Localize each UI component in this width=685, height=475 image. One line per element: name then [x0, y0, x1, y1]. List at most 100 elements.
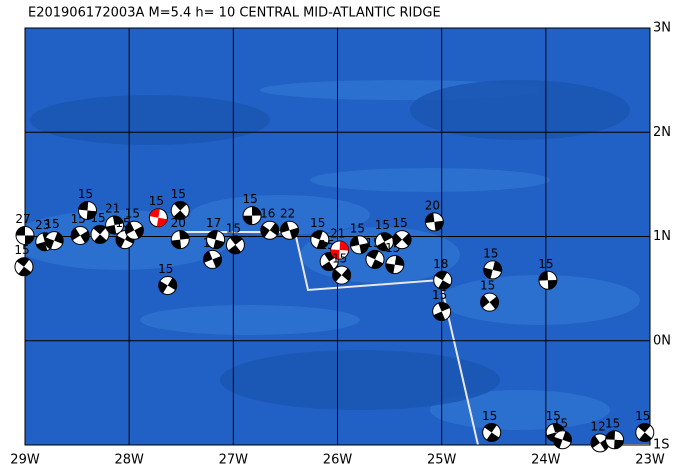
focal-mechanism — [124, 220, 144, 240]
compressional-quadrant — [547, 279, 557, 290]
focal-mechanism — [635, 422, 655, 442]
compressional-quadrant — [341, 268, 351, 281]
depth-label: 15 — [171, 187, 186, 201]
focal-mechanism — [332, 265, 352, 285]
focal-mechanism — [424, 212, 444, 232]
compressional-quadrant — [552, 423, 564, 433]
compressional-quadrant — [605, 430, 616, 440]
compressional-quadrant — [371, 259, 384, 269]
compressional-quadrant — [380, 232, 393, 242]
depth-label: 15 — [392, 216, 407, 230]
compressional-quadrant — [243, 215, 253, 225]
focal-mechanism — [148, 208, 168, 228]
x-tick-label: 25W — [427, 453, 457, 468]
compressional-quadrant — [637, 423, 651, 433]
depth-label: 15 — [158, 262, 173, 276]
compressional-quadrant — [538, 271, 548, 281]
compressional-quadrant — [366, 250, 379, 260]
x-tick-label: 27W — [219, 453, 249, 468]
compressional-quadrant — [260, 224, 270, 238]
compressional-quadrant — [480, 295, 490, 308]
compressional-quadrant — [93, 234, 107, 244]
focal-mechanism — [385, 255, 405, 275]
focal-mechanism — [225, 235, 245, 255]
depth-label: 15 — [149, 194, 164, 208]
depth-label: 22 — [280, 207, 295, 221]
compressional-quadrant — [45, 237, 55, 250]
focal-mechanism — [206, 230, 226, 250]
depth-label: 15 — [332, 252, 347, 266]
compressional-quadrant — [16, 226, 25, 236]
compressional-quadrant — [562, 431, 572, 443]
compressional-quadrant — [639, 432, 652, 442]
y-tick-label: 3N — [653, 21, 671, 36]
depth-label: 15 — [45, 217, 60, 231]
compressional-quadrant — [71, 227, 81, 241]
compressional-quadrant — [321, 261, 335, 271]
compressional-quadrant — [425, 212, 435, 224]
depth-label: 20 — [171, 216, 186, 230]
compressional-quadrant — [112, 216, 124, 226]
focal-mechanism — [203, 249, 222, 269]
focal-mechanism — [330, 240, 350, 260]
compressional-quadrant — [149, 208, 160, 218]
compressional-quadrant — [78, 201, 89, 211]
compressional-quadrant — [105, 225, 117, 235]
depth-label: 27 — [15, 212, 30, 226]
focal-mechanism — [482, 422, 502, 442]
focal-mechanism — [432, 302, 452, 322]
compressional-quadrant — [433, 311, 446, 321]
depth-label: 15 — [483, 246, 498, 260]
compressional-quadrant — [213, 239, 225, 249]
compressional-quadrant — [289, 227, 299, 239]
depth-label: 15 — [480, 279, 495, 293]
compressional-quadrant — [311, 230, 323, 240]
x-tick-label: 26W — [323, 453, 353, 468]
map-title: E201906172003A M=5.4 h= 10 CENTRAL MID-A… — [28, 6, 441, 21]
focal-mechanism — [15, 225, 35, 245]
compressional-quadrant — [316, 239, 329, 249]
depth-label: 15 — [432, 288, 447, 302]
compressional-quadrant — [167, 277, 177, 291]
compressional-quadrant — [158, 280, 168, 294]
compressional-quadrant — [212, 256, 222, 268]
focal-mechanism — [14, 257, 34, 277]
y-tick-label: 1S — [653, 438, 670, 453]
compressional-quadrant — [134, 226, 144, 239]
compressional-quadrant — [330, 249, 340, 260]
depth-label: 16 — [260, 207, 275, 221]
focal-mechanism — [538, 270, 558, 290]
compressional-quadrant — [591, 435, 600, 448]
compressional-quadrant — [350, 236, 360, 247]
focal-mechanism — [260, 220, 280, 240]
y-tick-label: 2N — [653, 125, 671, 140]
focal-mechanism — [78, 200, 97, 220]
focal-mechanism — [90, 224, 110, 244]
focal-mechanism — [158, 275, 178, 295]
x-tick-label: 28W — [114, 453, 144, 468]
compressional-quadrant — [156, 217, 168, 227]
depth-label: 15 — [538, 257, 553, 271]
compressional-quadrant — [203, 251, 213, 263]
depth-label: 15 — [482, 409, 497, 423]
focal-mechanism — [374, 232, 394, 252]
compressional-quadrant — [614, 439, 624, 449]
compressional-quadrant — [402, 233, 412, 247]
depth-label: 15 — [90, 211, 105, 225]
depth-label: 21 — [330, 227, 345, 241]
compressional-quadrant — [115, 235, 125, 248]
compressional-quadrant — [269, 222, 279, 236]
x-tick-label: 29W — [10, 453, 40, 468]
focal-mechanism — [105, 215, 125, 235]
depth-label: 15 — [310, 216, 325, 230]
compressional-quadrant — [54, 232, 64, 244]
x-tick-label: 23W — [635, 453, 665, 468]
y-tick-label: 1N — [653, 229, 671, 244]
compressional-quadrant — [385, 263, 395, 274]
depth-label: 21 — [105, 202, 120, 216]
depth-label: 15 — [226, 221, 241, 235]
depth-label: 15 — [635, 409, 650, 423]
compressional-quadrant — [18, 266, 32, 276]
depth-label: 15 — [350, 221, 365, 235]
depth-label: 15 — [375, 218, 390, 232]
